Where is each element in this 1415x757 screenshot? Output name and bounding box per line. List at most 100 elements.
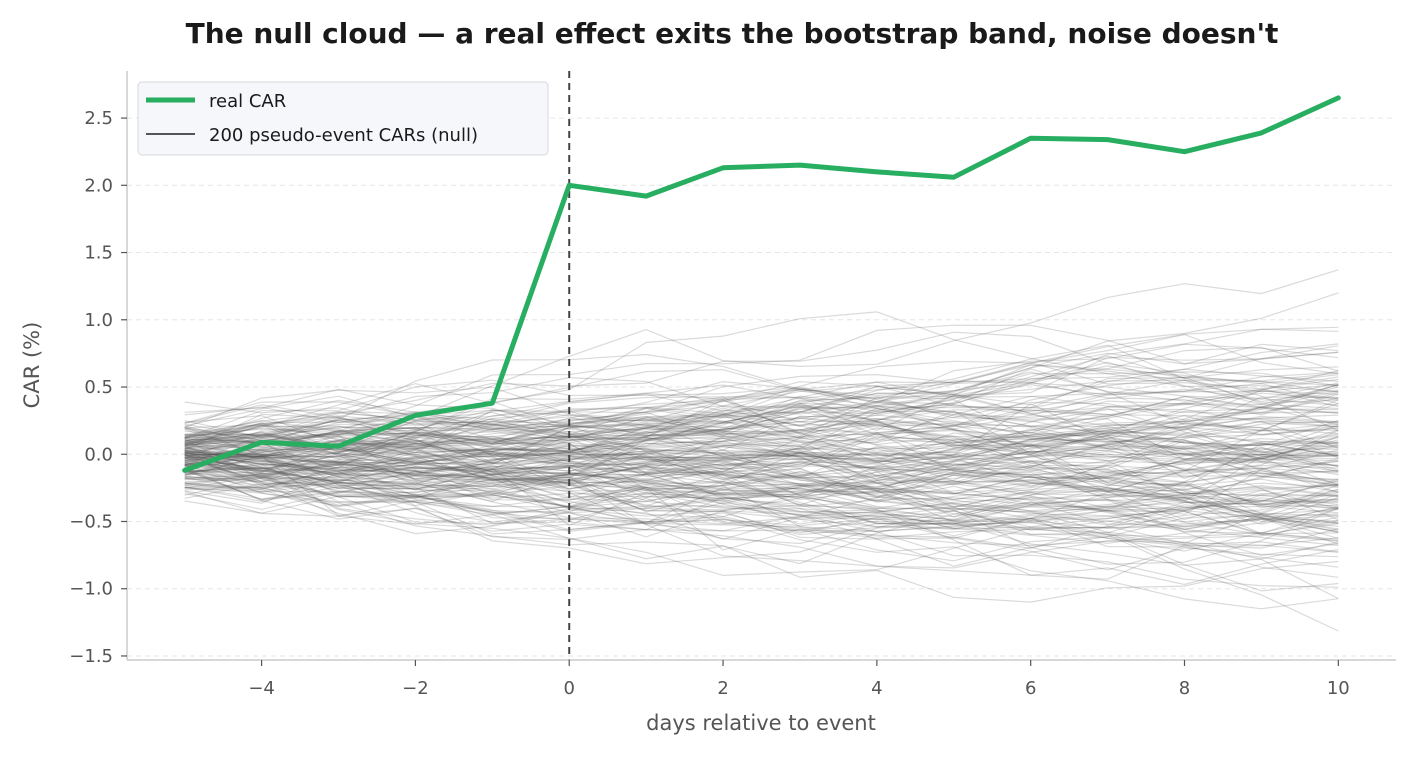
null-car-line: [184, 401, 1339, 454]
legend: real CAR 200 pseudo-event CARs (null): [137, 81, 549, 156]
null-car-line: [184, 430, 1339, 522]
y-tick-label: 2.0: [84, 175, 113, 196]
null-car-line: [184, 463, 1339, 518]
null-car-line: [184, 457, 1339, 503]
null-car-line: [184, 467, 1339, 567]
null-car-line: [184, 405, 1339, 518]
null-car-line: [184, 467, 1339, 569]
null-car-line: [184, 324, 1339, 459]
null-car-line: [184, 444, 1339, 499]
null-car-line: [184, 369, 1339, 479]
null-car-line: [184, 430, 1339, 508]
null-car-line: [184, 376, 1339, 449]
null-car-line: [184, 415, 1339, 535]
null-car-line: [184, 419, 1339, 486]
null-car-line: [184, 476, 1339, 580]
null-car-line: [184, 388, 1339, 477]
null-car-line: [184, 455, 1339, 536]
null-car-line: [184, 390, 1339, 490]
null-car-line: [184, 364, 1339, 479]
null-car-line: [184, 371, 1339, 455]
null-car-line: [184, 436, 1339, 499]
null-car-line: [184, 424, 1339, 484]
grid-lines: [127, 117, 1396, 657]
null-car-line: [184, 453, 1339, 502]
y-axis-label: CAR (%): [20, 322, 44, 409]
null-car-line: [184, 399, 1339, 453]
null-car-line: [184, 444, 1339, 513]
y-tick-label: −0.5: [69, 511, 113, 532]
null-car-line: [184, 368, 1339, 459]
null-car-line: [184, 434, 1339, 517]
null-car-line: [184, 351, 1339, 438]
null-car-line: [184, 446, 1339, 530]
null-car-line: [184, 466, 1339, 506]
y-tick-label: 1.0: [84, 310, 113, 331]
null-car-line: [184, 405, 1339, 491]
null-car-line: [184, 402, 1339, 495]
x-tick-label: 4: [871, 678, 882, 699]
null-car-line: [184, 472, 1339, 539]
null-car-line: [184, 435, 1339, 514]
y-tick-label: 0.0: [84, 444, 113, 465]
null-car-line: [184, 392, 1339, 466]
null-car-line: [184, 449, 1339, 520]
null-car-line: [184, 422, 1339, 562]
null-car-line: [184, 353, 1339, 447]
null-car-line: [184, 440, 1339, 480]
null-car-line: [184, 386, 1339, 476]
y-tick-label: −1.5: [69, 646, 113, 667]
null-car-line: [184, 424, 1339, 565]
null-car-line: [184, 380, 1339, 474]
null-car-line: [184, 433, 1339, 484]
null-car-line: [184, 439, 1339, 552]
null-cloud: [184, 269, 1339, 632]
x-tick-label: 2: [717, 678, 728, 699]
null-car-line: [184, 378, 1339, 504]
null-car-line: [184, 387, 1339, 447]
y-tick-label: 1.5: [84, 243, 113, 264]
null-car-line: [184, 424, 1339, 485]
legend-null-label: 200 pseudo-event CARs (null): [209, 125, 478, 146]
null-car-line: [184, 406, 1339, 478]
null-car-line: [184, 292, 1339, 491]
null-car-line: [184, 435, 1339, 484]
null-car-line: [184, 395, 1339, 461]
null-car-line: [184, 422, 1339, 503]
null-car-line: [184, 469, 1339, 509]
null-car-line: [184, 459, 1339, 500]
null-car-line: [184, 438, 1339, 507]
null-car-line: [184, 414, 1339, 505]
null-car-line: [184, 376, 1339, 491]
null-car-line: [184, 372, 1339, 460]
null-car-line: [184, 459, 1339, 577]
null-car-line: [184, 457, 1339, 528]
null-car-line: [184, 345, 1339, 496]
null-car-line: [184, 414, 1339, 485]
null-car-line: [184, 447, 1339, 511]
null-car-line: [184, 403, 1339, 501]
null-car-line: [184, 439, 1339, 545]
null-car-line: [184, 455, 1339, 539]
null-car-line: [184, 404, 1339, 463]
null-car-line: [184, 484, 1339, 547]
null-car-line: [184, 437, 1339, 481]
null-car-line: [184, 461, 1339, 499]
null-car-line: [184, 449, 1339, 535]
legend-real-label: real CAR: [209, 91, 286, 112]
null-car-line: [184, 382, 1339, 493]
null-car-line: [184, 415, 1339, 471]
null-car-line: [184, 478, 1339, 557]
null-car-line: [184, 457, 1339, 526]
x-axis-label: days relative to event: [646, 711, 876, 735]
null-car-line: [184, 402, 1339, 473]
null-car-line: [184, 361, 1339, 454]
null-car-line: [184, 478, 1339, 545]
null-car-line: [184, 440, 1339, 502]
y-tick-label: 2.5: [84, 108, 113, 129]
null-car-line: [184, 444, 1339, 531]
null-car-line: [184, 446, 1339, 537]
null-car-line: [184, 420, 1339, 503]
null-car-line: [184, 457, 1339, 534]
